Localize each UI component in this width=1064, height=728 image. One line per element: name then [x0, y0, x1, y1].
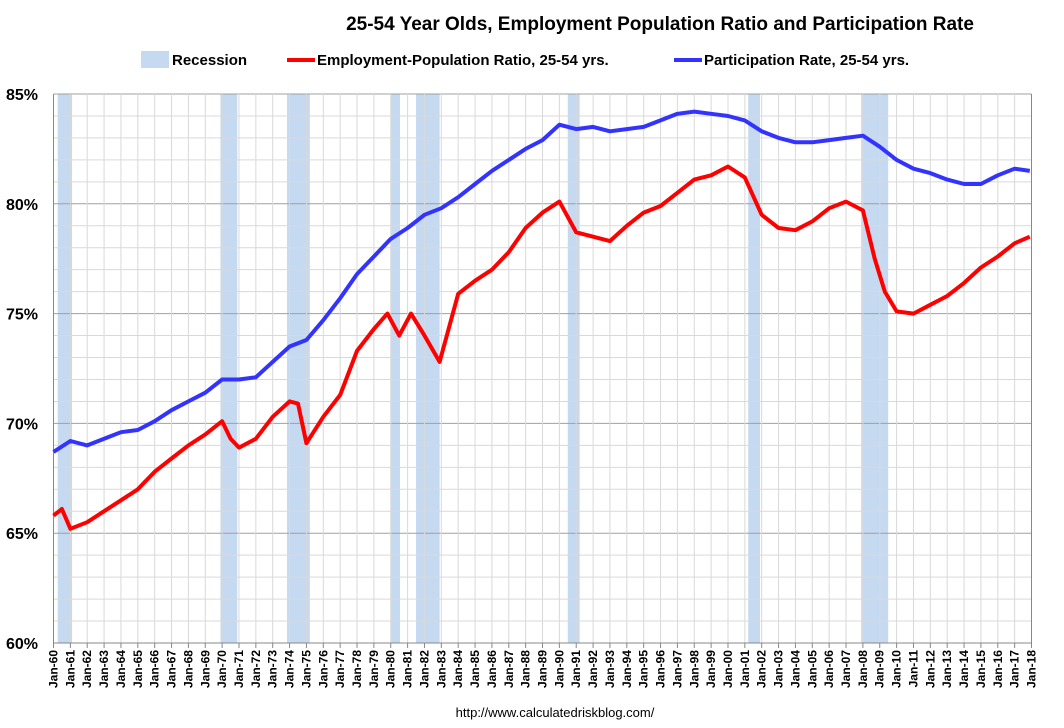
x-tick-label: Jan-18 [1025, 650, 1039, 688]
y-axis-labels: 60% 65% 70% 75% 80% 85% [6, 87, 38, 653]
y-tick-label: 65% [6, 526, 38, 543]
x-tick-label: Jan-07 [839, 650, 853, 688]
x-tick-label: Jan-84 [451, 650, 465, 688]
x-tick-label: Jan-72 [249, 650, 263, 688]
x-tick-label: Jan-03 [772, 650, 786, 688]
x-tick-label: Jan-68 [181, 650, 195, 688]
x-tick-label: Jan-65 [131, 650, 145, 688]
x-tick-label: Jan-78 [350, 650, 364, 688]
x-tick-label: Jan-64 [114, 650, 128, 688]
x-tick-label: Jan-04 [788, 650, 802, 688]
x-tick-label: Jan-71 [232, 650, 246, 688]
x-tick-label: Jan-74 [283, 650, 297, 688]
x-tick-label: Jan-15 [974, 650, 988, 688]
x-tick-label: Jan-88 [519, 650, 533, 688]
participation-rate-line [52, 109, 1031, 454]
recession-band [416, 94, 440, 643]
x-tick-label: Jan-70 [215, 650, 229, 688]
recession-band [390, 94, 401, 643]
legend-label-employment: Employment-Population Ratio, 25-54 yrs. [317, 52, 609, 69]
x-tick-label: Jan-99 [704, 650, 718, 688]
x-tick-label: Jan-96 [654, 650, 668, 688]
x-tick-label: Jan-97 [670, 650, 684, 688]
legend-label-recession: Recession [172, 52, 247, 69]
x-tick-label: Jan-67 [165, 650, 179, 688]
x-tick-label: Jan-01 [738, 650, 752, 688]
recession-band [220, 94, 238, 643]
y-tick-label: 60% [6, 636, 38, 653]
series-lines [52, 109, 1031, 531]
x-tick-label: Jan-83 [434, 650, 448, 688]
x-tick-label: Jan-91 [569, 650, 583, 688]
x-tick-label: Jan-92 [586, 650, 600, 688]
x-tick-label: Jan-16 [991, 650, 1005, 688]
x-tick-label: Jan-09 [873, 650, 887, 688]
x-tick-label: Jan-89 [536, 650, 550, 688]
x-tick-label: Jan-94 [620, 650, 634, 688]
x-tick-label: Jan-61 [63, 650, 77, 688]
legend-swatch-recession [141, 51, 169, 68]
employment-population-line [52, 164, 1031, 531]
x-tick-label: Jan-08 [856, 650, 870, 688]
x-tick-label: Jan-79 [367, 650, 381, 688]
recession-band [861, 94, 889, 643]
recession-band [567, 94, 580, 643]
x-tick-label: Jan-12 [923, 650, 937, 688]
legend: Recession Employment-Population Ratio, 2… [141, 51, 909, 69]
x-tick-label: Jan-66 [148, 650, 162, 688]
x-tick-label: Jan-14 [957, 650, 971, 688]
y-tick-label: 80% [6, 197, 38, 214]
y-tick-label: 75% [6, 307, 38, 324]
x-tick-label: Jan-73 [266, 650, 280, 688]
recession-band [57, 94, 73, 643]
legend-label-participation: Participation Rate, 25-54 yrs. [704, 52, 909, 69]
x-tick-label: Jan-60 [47, 650, 61, 688]
x-tick-label: Jan-10 [890, 650, 904, 688]
x-tick-label: Jan-13 [940, 650, 954, 688]
chart-title: 25-54 Year Olds, Employment Population R… [346, 14, 974, 35]
source-url: http://www.calculatedriskblog.com/ [456, 705, 655, 720]
x-axis-labels: Jan-60 Jan-61 Jan-62 Jan-63 Jan-64 Jan-65 Jan-… [47, 650, 1039, 688]
x-tick-label: Jan-95 [637, 650, 651, 688]
x-tick-label: Jan-93 [603, 650, 617, 688]
x-tick-label: Jan-90 [552, 650, 566, 688]
recession-bands [57, 94, 889, 643]
x-tick-label: Jan-00 [721, 650, 735, 688]
x-tick-label: Jan-80 [384, 650, 398, 688]
x-tick-label: Jan-62 [80, 650, 94, 688]
recession-band [287, 94, 310, 643]
x-tick-label: Jan-85 [468, 650, 482, 688]
x-tick-label: Jan-69 [198, 650, 212, 688]
x-tick-label: Jan-76 [316, 650, 330, 688]
x-tick-label: Jan-06 [822, 650, 836, 688]
x-tick-label: Jan-77 [333, 650, 347, 688]
x-tick-label: Jan-17 [1008, 650, 1022, 688]
recession-band [748, 94, 761, 643]
y-tick-label: 85% [6, 87, 38, 104]
x-tick-label: Jan-75 [299, 650, 313, 688]
y-tick-label: 70% [6, 416, 38, 433]
x-tick-label: Jan-82 [417, 650, 431, 688]
x-tick-label: Jan-87 [502, 650, 516, 688]
gridlines [53, 93, 1032, 648]
x-tick-label: Jan-63 [97, 650, 111, 688]
x-tick-label: Jan-11 [906, 650, 920, 688]
x-tick-label: Jan-86 [485, 650, 499, 688]
x-tick-label: Jan-05 [805, 650, 819, 688]
x-tick-label: Jan-02 [755, 650, 769, 688]
x-tick-label: Jan-81 [401, 650, 415, 688]
x-tick-label: Jan-98 [687, 650, 701, 688]
